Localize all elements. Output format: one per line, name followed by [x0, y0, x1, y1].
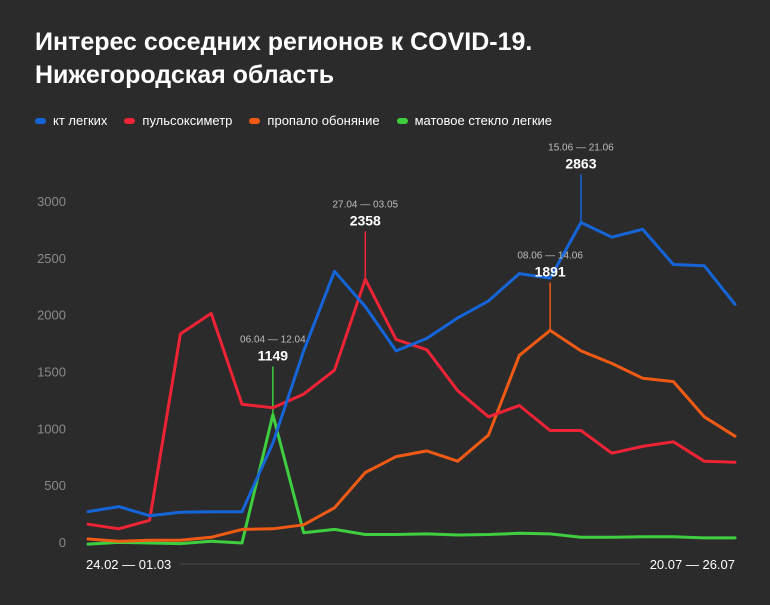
- series-line-2: [86, 328, 737, 543]
- annotation-labels: 06.04 — 12.04 1149 27.04 — 03.05 2358 08.06 …: [240, 142, 614, 363]
- series-line-3: [86, 413, 737, 546]
- y-tick-label: 3000: [37, 194, 66, 209]
- series-line-0: [86, 221, 737, 518]
- legend-swatch-pulse: [124, 117, 136, 124]
- y-tick-label: 2500: [37, 251, 66, 266]
- legend-label-ct: кт легких: [53, 113, 108, 128]
- legend: кт легких пульсоксиметр пропало обоняние…: [35, 113, 569, 128]
- y-tick-label: 0: [59, 535, 66, 550]
- annotation-value-2: 1891: [535, 263, 566, 279]
- y-tick-label: 1000: [37, 421, 66, 436]
- y-tick-label: 2000: [37, 308, 66, 323]
- legend-label-smell: пропало обоняние: [267, 113, 380, 128]
- annotation-value-0: 1149: [258, 348, 289, 364]
- chart-title: Интерес соседних регионов к COVID-19. Ни…: [35, 26, 735, 92]
- y-tick-label: 500: [44, 478, 66, 493]
- x-label-first: 24.02 — 01.03: [86, 557, 171, 572]
- legend-swatch-glass: [396, 117, 408, 124]
- series-line-1: [86, 277, 737, 531]
- chart-title-line-2: Нижегородская область: [35, 61, 335, 89]
- annotation-value-3: 2863: [565, 155, 596, 171]
- legend-label-glass: матовое стекло легкие: [414, 113, 552, 128]
- annotation-leader-lines: [272, 174, 582, 415]
- annotation-period-2: 08.06 — 14.06: [517, 250, 583, 261]
- y-axis-ticks: 0 500 1000 1500 2000 2500 3000: [37, 194, 66, 550]
- legend-item-pulse: пульсоксиметр: [124, 113, 232, 128]
- annotation-value-1: 2358: [350, 212, 381, 228]
- annotation-period-1: 27.04 — 03.05: [332, 199, 398, 210]
- legend-swatch-smell: [249, 117, 261, 124]
- legend-item-glass: матовое стекло легкие: [396, 113, 552, 128]
- legend-item-smell: пропало обоняние: [249, 113, 380, 128]
- series-lines: [86, 221, 737, 546]
- legend-swatch-ct: [35, 117, 46, 124]
- y-tick-label: 1500: [37, 365, 66, 380]
- chart-title-line-1: Интерес соседних регионов к COVID-19.: [35, 28, 533, 56]
- annotation-period-0: 06.04 — 12.04: [240, 335, 306, 346]
- legend-label-pulse: пульсоксиметр: [142, 113, 233, 128]
- x-label-last: 20.07 — 26.07: [650, 557, 735, 572]
- legend-item-ct: кт легких: [35, 113, 107, 128]
- annotation-period-3: 15.06 — 21.06: [548, 142, 614, 153]
